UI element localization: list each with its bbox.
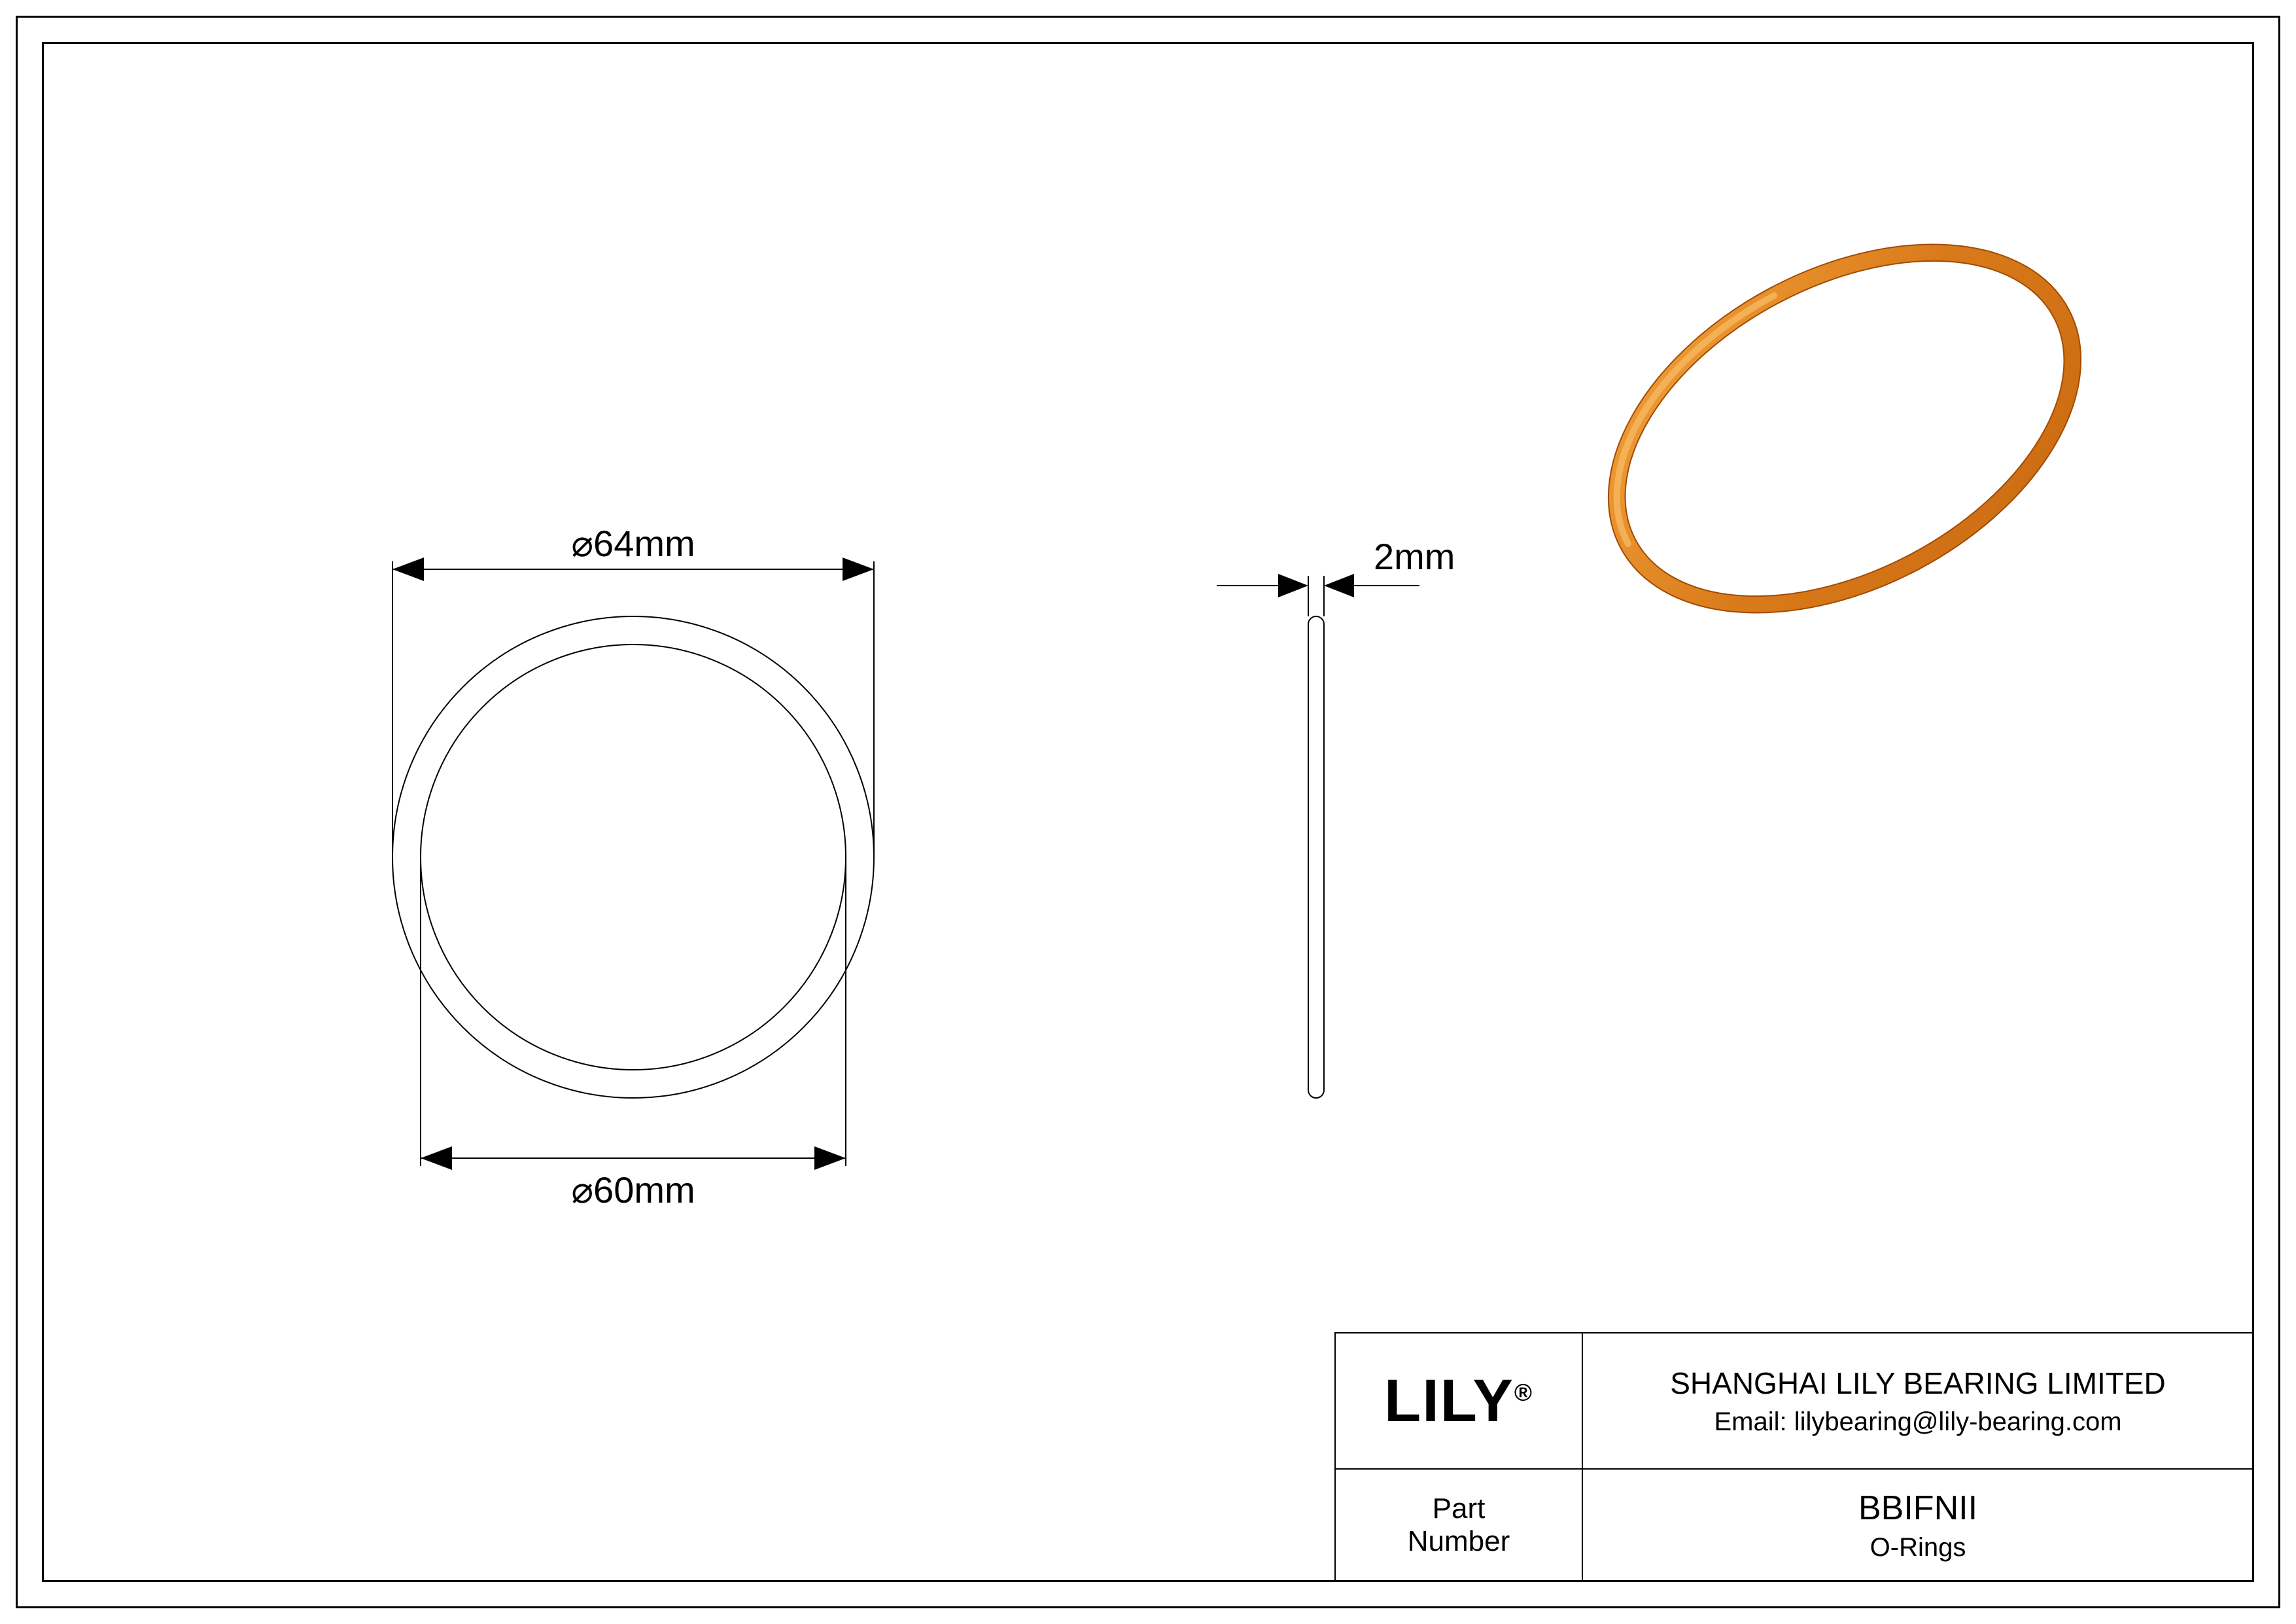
logo-name: LILY — [1384, 1368, 1514, 1434]
part-description: O-Rings — [1870, 1533, 1966, 1562]
part-label-line2: Number — [1408, 1525, 1510, 1558]
logo-text: LILY® — [1384, 1367, 1533, 1436]
title-logo-cell: LILY® — [1334, 1332, 1583, 1470]
oring-iso-highlight — [1557, 296, 1845, 544]
title-company-cell: SHANGHAI LILY BEARING LIMITED Email: lil… — [1582, 1332, 2254, 1470]
company-name: SHANGHAI LILY BEARING LIMITED — [1670, 1366, 2166, 1401]
part-number: BBIFNII — [1858, 1489, 1977, 1528]
part-label-line1: Part — [1433, 1492, 1486, 1525]
registered-icon: ® — [1514, 1379, 1533, 1405]
company-email: Email: lilybearing@lily-bearing.com — [1714, 1407, 2121, 1437]
title-part-label-cell: Part Number — [1334, 1468, 1583, 1582]
title-part-value-cell: BBIFNII O-Rings — [1582, 1468, 2254, 1582]
title-block: LILY® SHANGHAI LILY BEARING LIMITED Emai… — [1334, 1332, 2254, 1582]
